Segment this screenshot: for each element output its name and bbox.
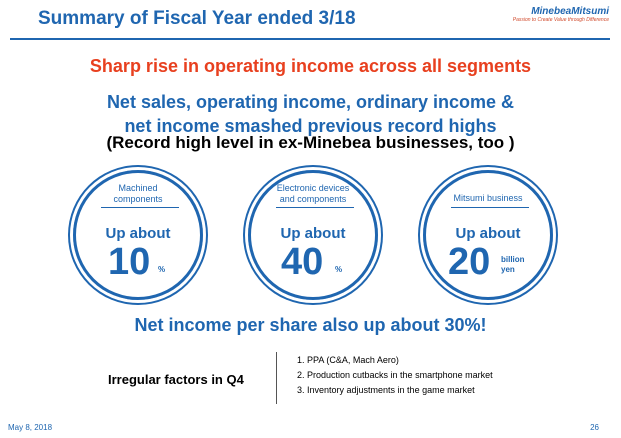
segment-up-about: Up about xyxy=(280,225,346,242)
segment-up-about: Up about xyxy=(105,225,171,242)
slide-header: Summary of Fiscal Year ended 3/18 Minebe… xyxy=(0,0,621,40)
segment-label-line-2: components xyxy=(113,194,163,204)
segment-value: 20 xyxy=(448,241,491,283)
irregular-factors-label: Irregular factors in Q4 xyxy=(108,372,244,387)
segment-unit: % xyxy=(158,265,166,274)
header-divider xyxy=(10,38,610,40)
segment-label-line-1: Mitsumi business xyxy=(453,193,523,203)
slide-title: Summary of Fiscal Year ended 3/18 xyxy=(38,8,356,29)
list-item: 3. Inventory adjustments in the game mar… xyxy=(297,385,475,395)
list-item: 1. PPA (C&A, Mach Aero) xyxy=(297,355,399,365)
headline-line-1: Net sales, operating income, ordinary in… xyxy=(106,92,515,112)
footer-date: May 8, 2018 xyxy=(8,423,53,432)
segment-label-line-2: and components xyxy=(279,194,347,204)
segment-circle-mitsumi: Mitsumi business Up about 20 billion yen xyxy=(423,170,553,300)
irregular-factors-list: 1. PPA (C&A, Mach Aero) 2. Production cu… xyxy=(297,353,493,398)
page-number: 26 xyxy=(590,423,599,432)
segment-circle-machined: Machined components Up about 10 % xyxy=(73,170,203,300)
segment-label-underline xyxy=(276,207,354,208)
segment-unit-line-2: yen xyxy=(501,265,515,274)
segment-up-about: Up about xyxy=(455,225,521,242)
segment-label-line-1: Machined xyxy=(118,183,158,193)
company-logo: MinebeaMitsumi Passion to Create Value t… xyxy=(513,6,609,23)
subtitle: Sharp rise in operating income across al… xyxy=(89,56,532,76)
eps-statement: Net income per share also up about 30%! xyxy=(134,315,487,335)
list-item: 2. Production cutbacks in the smartphone… xyxy=(297,370,493,380)
segment-value: 10 xyxy=(108,241,151,283)
segment-label-line-1: Electronic devices xyxy=(276,183,350,193)
logo-tagline: Passion to Create Value through Differen… xyxy=(512,17,609,23)
record-note: (Record high level in ex-Minebea busines… xyxy=(106,133,515,152)
segment-unit-line-1: billion xyxy=(501,255,525,264)
irregular-divider xyxy=(276,352,277,404)
segment-label-underline xyxy=(451,207,529,208)
segment-unit: % xyxy=(335,265,343,274)
segment-circle-electronic: Electronic devices and components Up abo… xyxy=(248,170,378,300)
headline-line-2: net income smashed previous record highs xyxy=(124,116,497,136)
segment-label-underline xyxy=(101,207,179,208)
segment-value: 40 xyxy=(281,241,324,283)
headline: Net sales, operating income, ordinary in… xyxy=(0,90,621,138)
logo-name: MinebeaMitsumi xyxy=(531,6,609,17)
